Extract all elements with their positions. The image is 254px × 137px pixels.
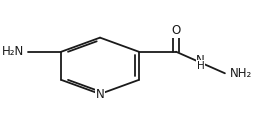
Text: H₂N: H₂N: [2, 45, 24, 58]
Text: NH₂: NH₂: [230, 67, 252, 80]
Text: N: N: [196, 54, 205, 67]
Text: N: N: [96, 88, 104, 101]
Text: O: O: [171, 24, 181, 37]
Text: H: H: [197, 61, 204, 71]
